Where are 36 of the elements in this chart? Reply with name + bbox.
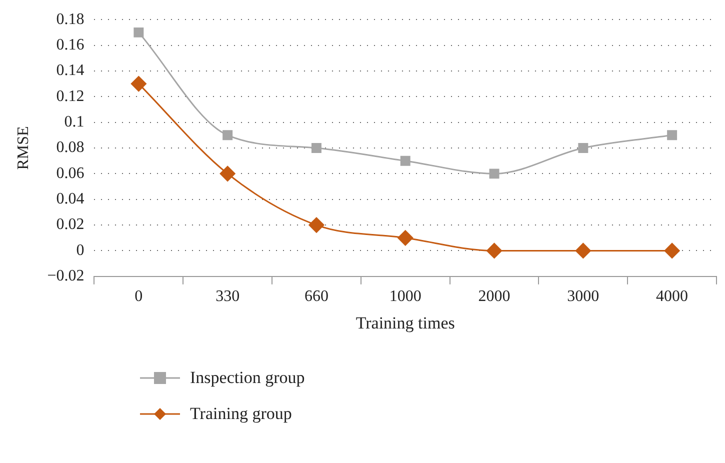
x-tick-label: 0 (134, 288, 143, 306)
x-tick-label: 3000 (567, 288, 600, 306)
x-tick-label: 4000 (656, 288, 688, 306)
legend-label: Inspection group (190, 368, 305, 388)
point (220, 166, 236, 182)
y-tick-label: 0.16 (56, 36, 84, 54)
point (667, 130, 678, 140)
y-tick-label: 0.1 (64, 114, 84, 131)
x-tick-label: 330 (216, 288, 240, 306)
x-tick-label: 660 (304, 288, 328, 306)
y-tick-label: 0.12 (56, 88, 84, 105)
x-axis-title: Training times (356, 313, 455, 332)
point (486, 242, 502, 258)
y-tick-label: 0.08 (56, 139, 84, 156)
point (400, 156, 410, 166)
y-tick-label: 0.06 (56, 164, 84, 182)
point (578, 143, 588, 153)
x-tick-label: 1000 (389, 288, 422, 306)
point (130, 76, 146, 92)
x-tick-label: 2000 (478, 288, 510, 306)
point (575, 242, 591, 258)
point (311, 143, 322, 153)
y-tick-label: 0.18 (56, 10, 84, 28)
legend-label: Training group (190, 404, 292, 424)
point (134, 27, 144, 38)
point (308, 217, 324, 233)
y-tick-label: 0 (76, 242, 84, 259)
y-axis-title: RMSE (14, 126, 32, 170)
point (489, 168, 500, 179)
point (664, 242, 680, 258)
y-tick-label: 0.02 (56, 216, 84, 234)
y-tick-label: 0.04 (56, 190, 84, 208)
point (398, 230, 414, 246)
point (222, 130, 233, 140)
y-tick-label: 0.14 (56, 62, 84, 80)
y-tick-label: −0.02 (47, 268, 84, 285)
